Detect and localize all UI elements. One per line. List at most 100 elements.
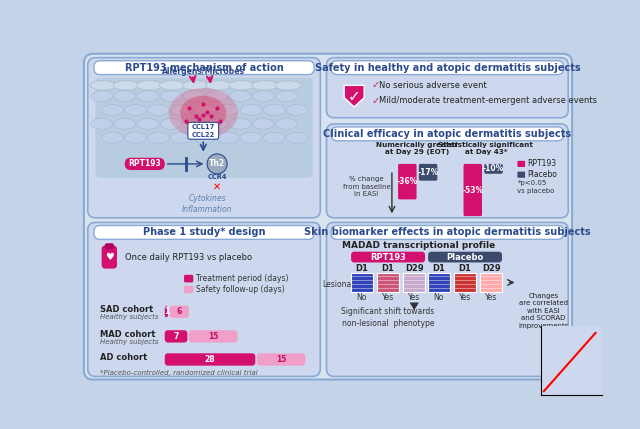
Text: D1: D1 [433,264,445,273]
Text: -17%: -17% [417,168,439,177]
Ellipse shape [228,81,255,90]
FancyBboxPatch shape [94,226,314,239]
Text: ✓: ✓ [371,96,380,106]
Text: -10%: -10% [483,164,504,173]
Polygon shape [410,302,419,310]
Text: 6: 6 [177,307,182,316]
Text: No: No [356,293,367,302]
Text: Placebo: Placebo [527,170,557,179]
Text: RPT193: RPT193 [129,160,161,169]
Text: RPT193: RPT193 [370,253,406,262]
Ellipse shape [171,105,193,115]
FancyBboxPatch shape [403,273,425,292]
Ellipse shape [230,91,251,102]
Text: Numerically greater
at Day 29 (EOT): Numerically greater at Day 29 (EOT) [376,142,458,155]
Text: ✓: ✓ [371,80,380,91]
Text: D1: D1 [459,264,472,273]
FancyBboxPatch shape [257,353,305,366]
Ellipse shape [206,91,228,102]
Text: Yes: Yes [382,293,394,302]
FancyBboxPatch shape [331,127,564,141]
Text: Phase 1 study* design: Phase 1 study* design [143,227,265,237]
Ellipse shape [206,118,228,129]
Ellipse shape [194,132,216,143]
Ellipse shape [252,81,278,90]
Text: MADAD transcriptional profile: MADAD transcriptional profile [342,241,495,250]
Text: *Placebo-controlled, randomized clinical trial: *Placebo-controlled, randomized clinical… [100,370,258,376]
Text: No serious adverse event: No serious adverse event [379,81,486,90]
FancyBboxPatch shape [454,273,476,292]
Text: RPT193: RPT193 [527,160,557,169]
Ellipse shape [137,118,159,129]
FancyBboxPatch shape [105,243,114,249]
Text: 15: 15 [276,355,286,364]
Ellipse shape [148,132,170,143]
Ellipse shape [276,91,297,102]
FancyBboxPatch shape [326,57,568,118]
Text: 28: 28 [205,355,215,364]
Text: -36%: -36% [397,177,418,186]
Ellipse shape [114,91,136,102]
FancyBboxPatch shape [184,275,193,282]
Ellipse shape [102,105,123,115]
Ellipse shape [275,81,301,90]
Ellipse shape [253,118,274,129]
Ellipse shape [168,88,238,138]
Ellipse shape [160,91,182,102]
Text: No: No [434,293,444,302]
Text: Allergens/Microbes: Allergens/Microbes [162,67,244,76]
Ellipse shape [263,105,285,115]
Ellipse shape [287,105,308,115]
FancyBboxPatch shape [88,57,320,218]
FancyBboxPatch shape [184,286,193,293]
FancyBboxPatch shape [170,305,189,318]
Ellipse shape [90,81,116,90]
Text: Changes
are correlated
with EASI
and SCORAD
improvements: Changes are correlated with EASI and SCO… [518,293,569,329]
Text: D29: D29 [482,264,500,273]
FancyBboxPatch shape [351,252,425,263]
FancyBboxPatch shape [331,226,564,239]
Text: Statistically significant
at Day 43*: Statistically significant at Day 43* [438,142,533,155]
Text: SAD cohort: SAD cohort [100,305,154,314]
Ellipse shape [171,132,193,143]
Ellipse shape [263,132,285,143]
Ellipse shape [183,91,205,102]
FancyBboxPatch shape [102,245,117,269]
FancyBboxPatch shape [517,172,525,178]
Ellipse shape [125,105,147,115]
Text: ✕: ✕ [213,182,221,192]
Text: RPT193 mechanism of action: RPT193 mechanism of action [125,63,284,73]
Ellipse shape [253,91,274,102]
Text: 15: 15 [208,332,218,341]
FancyBboxPatch shape [331,61,564,75]
FancyBboxPatch shape [125,158,164,170]
FancyBboxPatch shape [95,78,312,178]
FancyBboxPatch shape [463,164,482,216]
Text: D1: D1 [381,264,394,273]
FancyBboxPatch shape [164,305,168,318]
Text: Healthy subjects: Healthy subjects [100,314,159,320]
Text: Once daily RPT193 vs placebo: Once daily RPT193 vs placebo [125,254,252,263]
Text: % change
from baseline
in EASI: % change from baseline in EASI [342,176,390,197]
Ellipse shape [160,118,182,129]
FancyBboxPatch shape [517,161,525,167]
Ellipse shape [240,132,262,143]
Ellipse shape [148,105,170,115]
Text: -53%: -53% [462,185,483,194]
FancyBboxPatch shape [164,353,255,366]
FancyBboxPatch shape [378,273,399,292]
Text: CCR4: CCR4 [207,174,227,180]
Ellipse shape [114,118,136,129]
Ellipse shape [180,96,227,130]
Text: D29: D29 [405,264,424,273]
FancyBboxPatch shape [428,252,502,263]
Text: CCL17
CCL22: CCL17 CCL22 [191,124,215,138]
Ellipse shape [217,105,239,115]
Text: Safety in healthy and atopic dermatitis subjects: Safety in healthy and atopic dermatitis … [314,63,580,73]
Text: Significant shift towards
non-lesional  phenotype: Significant shift towards non-lesional p… [341,307,435,327]
Text: ✓: ✓ [348,89,360,104]
FancyBboxPatch shape [419,164,437,181]
Text: Cytokines
Inflammation: Cytokines Inflammation [182,194,232,214]
Text: Treatment period (days): Treatment period (days) [196,274,288,283]
Ellipse shape [276,118,297,129]
